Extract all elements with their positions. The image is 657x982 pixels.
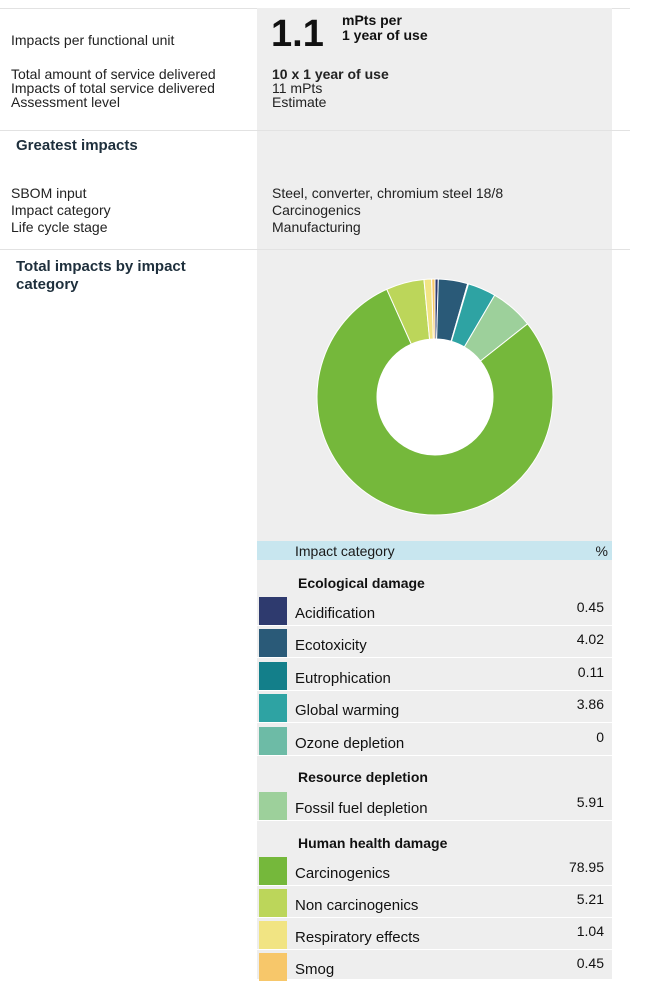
total-impacts-heading: Total impacts by impact category <box>16 258 186 294</box>
legend-swatch <box>259 953 287 981</box>
legend-swatch <box>259 694 287 722</box>
life-cycle-stage-label: Life cycle stage <box>11 219 108 235</box>
legend-label: Non carcinogenics <box>295 897 419 914</box>
legend-row: Carcinogenics 78.95 <box>257 854 612 886</box>
sbom-input-label: SBOM input <box>11 185 87 201</box>
section-divider <box>0 130 630 131</box>
functional-unit-label: Impacts per functional unit <box>11 32 175 48</box>
legend-swatch <box>259 662 287 690</box>
legend-row: Non carcinogenics 5.21 <box>257 886 612 918</box>
total-service-value: 10 x 1 year of use <box>272 66 389 82</box>
legend-swatch <box>259 629 287 657</box>
legend-label: Respiratory effects <box>295 929 420 946</box>
legend-swatch <box>259 727 287 755</box>
life-cycle-stage-value: Manufacturing <box>272 219 361 235</box>
total-impacts-label: Impacts of total service delivered <box>11 80 215 96</box>
legend-header: Impact category % <box>257 541 612 560</box>
legend-header-category: Impact category <box>295 543 395 559</box>
legend-value: 5.21 <box>576 891 604 907</box>
impact-donut-chart <box>316 278 554 516</box>
legend-row: Ecotoxicity 4.02 <box>257 626 612 658</box>
legend-value: 3.86 <box>576 696 604 712</box>
legend-row: Respiratory effects 1.04 <box>257 918 612 950</box>
legend-label: Ozone depletion <box>295 735 405 752</box>
legend-swatch <box>259 597 287 625</box>
legend-label: Fossil fuel depletion <box>295 800 428 817</box>
legend-value: 0.11 <box>577 664 604 680</box>
total-impacts-value: 11 mPts <box>272 80 323 96</box>
greatest-impacts-heading: Greatest impacts <box>16 137 138 154</box>
legend-value: 1.04 <box>576 923 604 939</box>
assessment-level-label: Assessment level <box>11 94 120 110</box>
section-divider <box>0 249 630 250</box>
legend-row: Smog 0.45 <box>257 950 612 982</box>
legend-row: Fossil fuel depletion 5.91 <box>257 789 612 821</box>
total-service-label: Total amount of service delivered <box>11 66 216 82</box>
donut-hole <box>377 339 493 455</box>
legend-label: Ecotoxicity <box>295 637 367 654</box>
assessment-level-value: Estimate <box>272 94 327 110</box>
legend-swatch <box>259 857 287 885</box>
legend-label: Carcinogenics <box>295 865 391 882</box>
legend-row: Ozone depletion 0 <box>257 724 612 756</box>
impact-category-value: Carcinogenics <box>272 202 361 218</box>
group-label-human-health: Human health damage <box>298 835 448 851</box>
legend-label: Smog <box>295 961 335 978</box>
legend-value: 78.95 <box>568 859 604 875</box>
group-label-ecological: Ecological damage <box>298 575 425 591</box>
legend-value: 0.45 <box>576 599 604 615</box>
legend-value: 4.02 <box>576 631 604 647</box>
legend-label: Acidification <box>295 605 376 622</box>
legend-header-percent: % <box>595 543 608 559</box>
unit-line-1: mPts per <box>342 12 402 28</box>
legend-swatch <box>259 792 287 820</box>
functional-unit-unit: mPts per 1 year of use <box>342 13 428 43</box>
legend-swatch <box>259 889 287 917</box>
unit-line-2: 1 year of use <box>342 27 428 43</box>
legend-value: 5.91 <box>576 794 604 810</box>
legend-row: Eutrophication 0.11 <box>257 659 612 691</box>
legend-label: Global warming <box>295 702 400 719</box>
legend-row: Global warming 3.86 <box>257 691 612 723</box>
legend-swatch <box>259 921 287 949</box>
total-impacts-heading-line1: Total impacts by impact <box>16 258 186 275</box>
legend-row: Acidification 0.45 <box>257 594 612 626</box>
legend-value: 0 <box>596 729 604 745</box>
legend-value: 0.45 <box>576 955 604 971</box>
legend-label: Eutrophication <box>295 670 391 687</box>
sbom-input-value: Steel, converter, chromium steel 18/8 <box>272 185 504 201</box>
functional-unit-value: 1.1 <box>271 13 324 55</box>
group-label-resource: Resource depletion <box>298 769 428 785</box>
total-impacts-heading-line2: category <box>16 276 79 293</box>
impact-category-label: Impact category <box>11 202 111 218</box>
